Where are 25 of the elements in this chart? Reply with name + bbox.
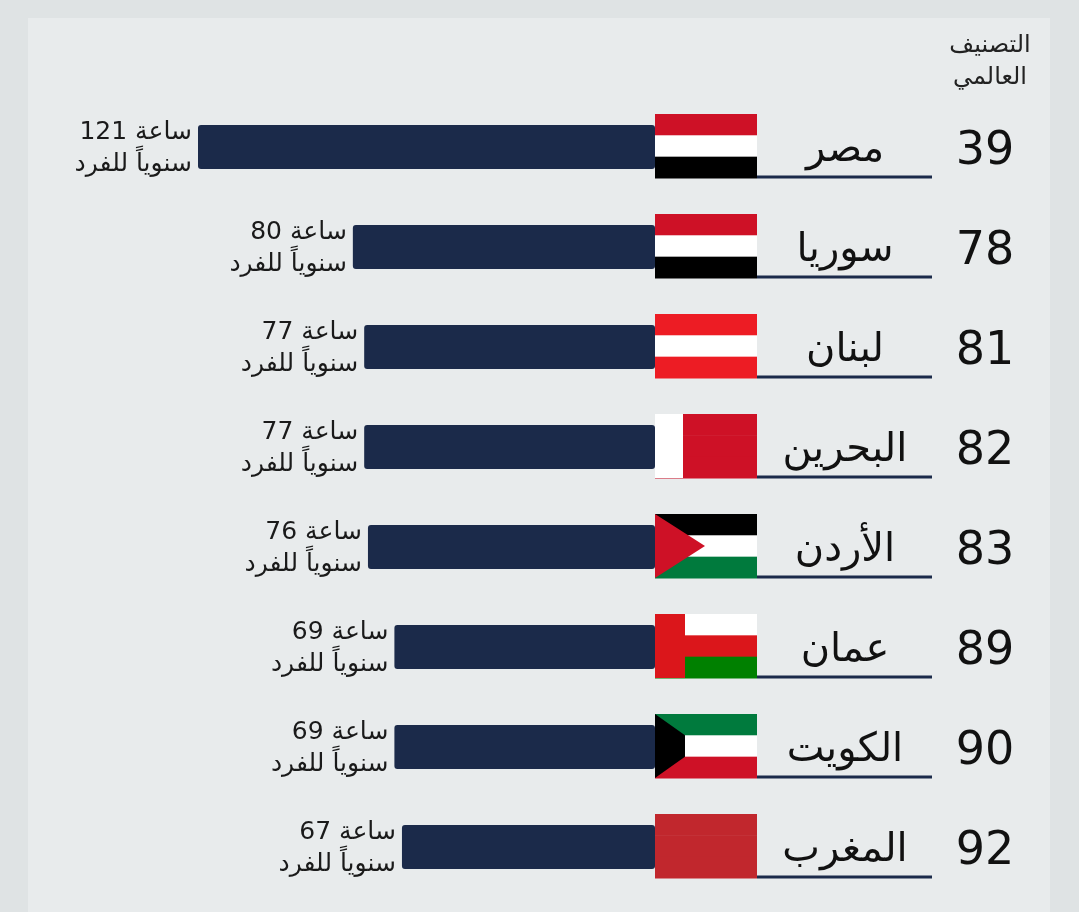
text: التصنيف العالمي <box>949 30 1031 90</box>
text: 89 <box>955 621 1015 675</box>
y-tick-label: الأردن <box>794 522 896 571</box>
data-label: 80 ساعة سنوياً للفرد <box>229 216 347 277</box>
text: 81 <box>955 321 1015 375</box>
text: 83 <box>955 521 1015 575</box>
text: 90 <box>955 721 1015 775</box>
y-tick-label: الكويت <box>786 724 904 771</box>
data-label: 77 ساعة سنوياً للفرد <box>240 416 359 477</box>
y-tick-label: عمان <box>800 624 890 670</box>
text: 82 <box>955 421 1015 475</box>
y-tick-label: البحرين <box>782 424 908 471</box>
y-tick-label: المغرب <box>782 824 908 871</box>
text: 78 <box>955 221 1015 275</box>
data-label: 76 ساعة سنوياً للفرد <box>244 516 362 577</box>
data-label: 77 ساعة سنوياً للفرد <box>240 316 359 377</box>
y-tick-label: لبنان <box>806 324 884 370</box>
text: 92 <box>955 821 1015 875</box>
y-tick-label: سوريا <box>796 224 894 271</box>
data-label: 121 ساعة سنوياً للفرد <box>74 116 192 177</box>
data-label: 69 ساعة سنوياً للفرد <box>270 716 389 777</box>
y-tick-label: مصر <box>803 124 885 171</box>
text: 39 <box>955 121 1015 175</box>
data-label: 69 ساعة سنوياً للفرد <box>270 616 389 677</box>
data-label: 67 ساعة سنوياً للفرد <box>278 816 396 877</box>
